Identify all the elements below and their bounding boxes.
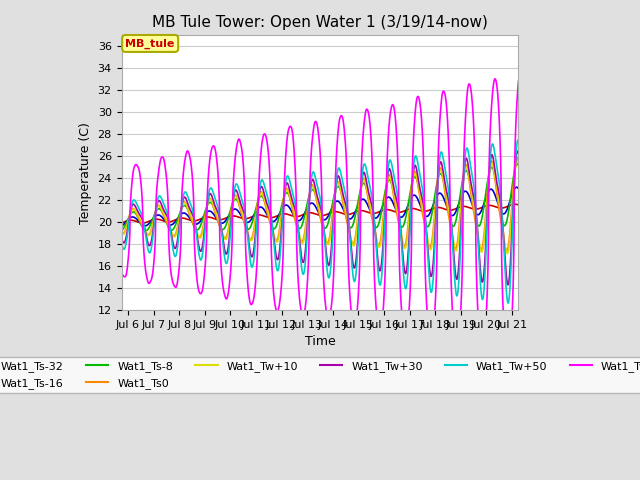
- Wat1_Ts-8: [287, 199, 295, 204]
- Legend: Wat1_Ts-32, Wat1_Ts-16, Wat1_Ts-8, Wat1_Ts0, Wat1_Tw+10, Wat1_Tw+30, Wat1_Tw+50,: Wat1_Ts-32, Wat1_Ts-16, Wat1_Ts-8, Wat1_…: [0, 357, 640, 393]
- Wat1_Ts0: [270, 233, 278, 239]
- Wat1_Ts-8: [270, 226, 278, 232]
- Wat1_Tw+30: [163, 213, 171, 218]
- Wat1_Tw+50: [270, 240, 278, 245]
- Wat1_Ts0: [513, 155, 521, 160]
- Wat1_Tw+10: [464, 168, 472, 174]
- Wat1_Tw+10: [186, 211, 194, 216]
- Wat1_Tw+30: [507, 253, 515, 259]
- Wat1_Tw+50: [118, 240, 125, 245]
- Wat1_Tw+50: [464, 147, 472, 153]
- X-axis label: Time: Time: [305, 336, 335, 348]
- Wat1_Tw+30: [504, 282, 512, 288]
- Wat1_Ts-16: [464, 191, 472, 196]
- Wat1_Tw+10: [118, 230, 125, 236]
- Wat1_Tw+50: [186, 201, 194, 206]
- Wat1_Ts0: [186, 214, 194, 220]
- Wat1_Ts-32: [118, 220, 125, 226]
- Wat1_Tw+50: [515, 137, 522, 143]
- Wat1_Ts-8: [513, 161, 521, 167]
- Wat1_Ts0: [503, 248, 511, 253]
- Wat1_Ts-8: [187, 214, 195, 219]
- Wat1_Ts-16: [515, 186, 522, 192]
- Wat1_Ts-16: [513, 184, 520, 190]
- Wat1_Tw100: [464, 84, 472, 90]
- Wat1_Tw+50: [507, 269, 515, 275]
- Wat1_Ts-8: [142, 228, 150, 234]
- Wat1_Tw+10: [163, 217, 171, 223]
- Wat1_Ts-32: [186, 217, 194, 223]
- Wat1_Ts-8: [507, 193, 515, 199]
- Wat1_Tw100: [163, 178, 171, 184]
- Wat1_Ts0: [287, 200, 295, 206]
- Wat1_Tw+50: [515, 137, 522, 143]
- Wat1_Ts-16: [287, 207, 295, 213]
- Line: Wat1_Ts0: Wat1_Ts0: [122, 157, 518, 251]
- Wat1_Ts-32: [163, 219, 171, 225]
- Title: MB Tule Tower: Open Water 1 (3/19/14-now): MB Tule Tower: Open Water 1 (3/19/14-now…: [152, 15, 488, 30]
- Y-axis label: Temperature (C): Temperature (C): [79, 122, 92, 224]
- Wat1_Tw+10: [504, 251, 511, 256]
- Wat1_Tw+30: [270, 235, 278, 241]
- Wat1_Tw+10: [513, 157, 521, 163]
- Wat1_Tw100: [186, 157, 194, 163]
- Wat1_Tw+30: [513, 148, 521, 154]
- Wat1_Tw100: [515, 78, 522, 84]
- Wat1_Tw+50: [504, 300, 512, 306]
- Wat1_Tw100: [507, 334, 515, 339]
- Wat1_Tw+50: [287, 183, 295, 189]
- Wat1_Ts0: [464, 169, 472, 175]
- Line: Wat1_Tw100: Wat1_Tw100: [122, 79, 518, 357]
- Line: Wat1_Ts-32: Wat1_Ts-32: [122, 204, 518, 223]
- Wat1_Tw100: [504, 354, 512, 360]
- Wat1_Ts0: [118, 230, 125, 236]
- Wat1_Tw100: [270, 291, 278, 297]
- Wat1_Ts-8: [163, 221, 171, 227]
- Wat1_Tw+50: [163, 208, 171, 214]
- Wat1_Tw+10: [515, 159, 522, 165]
- Text: MB_tule: MB_tule: [125, 38, 175, 48]
- Wat1_Tw100: [287, 124, 295, 130]
- Wat1_Ts-32: [507, 202, 515, 208]
- Wat1_Ts-16: [186, 216, 194, 222]
- Wat1_Ts-16: [118, 223, 125, 229]
- Line: Wat1_Ts-8: Wat1_Ts-8: [122, 164, 518, 231]
- Wat1_Ts-32: [270, 215, 278, 220]
- Wat1_Ts0: [163, 220, 171, 226]
- Wat1_Tw+10: [270, 231, 278, 237]
- Wat1_Tw+30: [186, 207, 194, 213]
- Wat1_Ts-16: [507, 196, 515, 202]
- Wat1_Tw+30: [287, 193, 295, 199]
- Wat1_Ts-32: [464, 204, 472, 210]
- Wat1_Tw+10: [287, 197, 295, 203]
- Wat1_Ts-8: [464, 171, 472, 177]
- Wat1_Ts-32: [287, 213, 295, 218]
- Wat1_Tw+10: [507, 226, 515, 231]
- Wat1_Tw100: [118, 269, 125, 275]
- Line: Wat1_Tw+30: Wat1_Tw+30: [122, 151, 518, 285]
- Wat1_Tw100: [492, 76, 499, 82]
- Wat1_Ts-8: [515, 162, 522, 168]
- Wat1_Tw+30: [464, 161, 472, 167]
- Wat1_Ts-32: [515, 202, 522, 208]
- Wat1_Ts0: [515, 159, 522, 165]
- Line: Wat1_Tw+10: Wat1_Tw+10: [122, 160, 518, 253]
- Wat1_Ts0: [507, 217, 515, 223]
- Wat1_Tw+30: [515, 151, 522, 156]
- Wat1_Tw+30: [118, 235, 125, 241]
- Wat1_Ts-32: [511, 201, 518, 207]
- Wat1_Ts-16: [270, 218, 278, 224]
- Wat1_Ts-16: [163, 220, 171, 226]
- Line: Wat1_Ts-16: Wat1_Ts-16: [122, 187, 518, 226]
- Wat1_Ts-8: [118, 228, 125, 233]
- Line: Wat1_Tw+50: Wat1_Tw+50: [122, 140, 518, 303]
